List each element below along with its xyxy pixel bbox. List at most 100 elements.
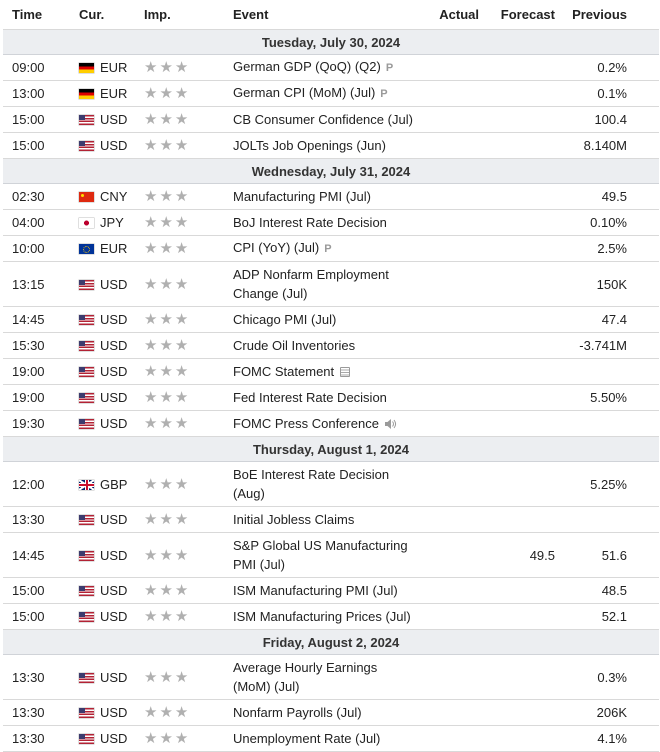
event-row[interactable]: 09:00 EUR ★ ★ ★ German GDP (QoQ) (Q2) P 0.2% bbox=[3, 54, 659, 81]
event-name-cell[interactable]: BoJ Interest Rate Decision bbox=[233, 209, 413, 236]
importance-stars: ★ ★ ★ bbox=[144, 583, 188, 598]
event-row[interactable]: 04:00 JPY ★ ★ ★ BoJ Interest Rate Decision 0.1… bbox=[3, 209, 659, 236]
event-name-cell[interactable]: JOLTs Job Openings (Jun) bbox=[233, 132, 413, 159]
event-name-cell[interactable]: Fed Interest Rate Decision bbox=[233, 384, 413, 411]
event-name[interactable]: Nonfarm Payrolls (Jul) bbox=[233, 705, 362, 720]
column-header-time[interactable]: Time bbox=[3, 0, 79, 30]
event-name[interactable]: FOMC Press Conference bbox=[233, 416, 379, 431]
star-icon: ★ bbox=[144, 415, 158, 432]
event-name[interactable]: German GDP (QoQ) (Q2) bbox=[233, 59, 381, 74]
event-forecast bbox=[483, 699, 559, 726]
event-name-cell[interactable]: ISM Manufacturing Prices (Jul) bbox=[233, 603, 413, 630]
flag-us-icon bbox=[79, 115, 94, 125]
event-previous: 0.2% bbox=[559, 54, 659, 81]
event-name[interactable]: ISM Manufacturing Prices (Jul) bbox=[233, 609, 411, 624]
importance-stars: ★ ★ ★ bbox=[144, 548, 188, 563]
event-name[interactable]: FOMC Statement bbox=[233, 364, 335, 379]
event-row[interactable]: 13:30 USD ★ ★ ★ Nonfarm Payrolls (Jul) 206K bbox=[3, 699, 659, 726]
event-row[interactable]: 12:00 GBP ★ ★ ★ BoE Interest Rate Decision (A… bbox=[3, 461, 659, 507]
flag-us-icon bbox=[79, 734, 94, 744]
column-header-previous[interactable]: Previous bbox=[559, 0, 659, 30]
event-previous: 52.1 bbox=[559, 603, 659, 630]
event-name[interactable]: German CPI (MoM) (Jul) bbox=[233, 85, 376, 100]
event-currency: USD bbox=[100, 583, 128, 598]
event-name-cell[interactable]: FOMC Statement bbox=[233, 358, 413, 385]
event-name-cell[interactable]: S&P Global US Manufacturing PMI (Jul) bbox=[233, 532, 413, 578]
event-name-cell[interactable]: Initial Jobless Claims bbox=[233, 506, 413, 533]
event-row[interactable]: 13:30 USD ★ ★ ★ Unemployment Rate (Jul) 4.1% bbox=[3, 725, 659, 752]
event-name[interactable]: JOLTs Job Openings (Jun) bbox=[233, 138, 386, 153]
event-name-cell[interactable]: Crude Oil Inventories bbox=[233, 332, 413, 359]
event-name-cell[interactable]: German CPI (MoM) (Jul) P bbox=[233, 80, 413, 107]
flag-us-icon bbox=[79, 672, 94, 683]
event-name[interactable]: Fed Interest Rate Decision bbox=[233, 390, 387, 405]
star-icon: ★ bbox=[159, 363, 173, 380]
event-name-cell[interactable]: CPI (YoY) (Jul) P bbox=[233, 235, 413, 262]
column-header-importance[interactable]: Imp. bbox=[144, 0, 233, 30]
event-name[interactable]: CPI (YoY) (Jul) bbox=[233, 240, 320, 255]
event-currency: JPY bbox=[100, 215, 124, 230]
event-name-cell[interactable]: ISM Manufacturing PMI (Jul) bbox=[233, 577, 413, 604]
column-header-event[interactable]: Event bbox=[233, 0, 413, 30]
event-name-cell[interactable]: Nonfarm Payrolls (Jul) bbox=[233, 699, 413, 726]
event-name-cell[interactable]: German GDP (QoQ) (Q2) P bbox=[233, 54, 413, 81]
flag-us-icon bbox=[79, 586, 94, 596]
event-name[interactable]: ISM Manufacturing PMI (Jul) bbox=[233, 583, 398, 598]
column-header-forecast[interactable]: Forecast bbox=[483, 0, 559, 30]
star-icon: ★ bbox=[174, 85, 189, 102]
event-row[interactable]: 19:30 USD ★ ★ ★ FOMC Press Conference bbox=[3, 410, 659, 437]
event-currency-cell: USD bbox=[79, 577, 144, 604]
event-name[interactable]: S&P Global US Manufacturing PMI (Jul) bbox=[233, 538, 408, 572]
event-row[interactable]: 13:30 USD ★ ★ ★ Average Hourly Earnings (MoM)… bbox=[3, 654, 659, 700]
event-actual bbox=[413, 106, 483, 133]
event-row[interactable]: 19:00 USD ★ ★ ★ Fed Interest Rate Decision 5.5… bbox=[3, 384, 659, 411]
event-name-cell[interactable]: Unemployment Rate (Jul) bbox=[233, 725, 413, 752]
column-header-currency[interactable]: Cur. bbox=[79, 0, 144, 30]
event-actual bbox=[413, 654, 483, 700]
event-actual bbox=[413, 725, 483, 752]
event-importance: ★ ★ ★ bbox=[144, 261, 233, 307]
event-currency: EUR bbox=[100, 86, 128, 101]
event-row[interactable]: 15:00 USD ★ ★ ★ ISM Manufacturing PMI (Jul) 48… bbox=[3, 577, 659, 604]
event-previous: 51.6 bbox=[559, 532, 659, 578]
event-previous bbox=[559, 506, 659, 533]
event-importance: ★ ★ ★ bbox=[144, 603, 233, 630]
event-row[interactable]: 15:00 USD ★ ★ ★ CB Consumer Confidence (Jul) 1… bbox=[3, 106, 659, 133]
event-row[interactable]: 15:00 USD ★ ★ ★ ISM Manufacturing Prices (Jul… bbox=[3, 603, 659, 630]
event-name[interactable]: Crude Oil Inventories bbox=[233, 338, 356, 353]
star-icon: ★ bbox=[174, 188, 189, 205]
event-importance: ★ ★ ★ bbox=[144, 358, 233, 385]
event-name-cell[interactable]: FOMC Press Conference bbox=[233, 410, 413, 437]
event-name[interactable]: CB Consumer Confidence (Jul) bbox=[233, 112, 413, 127]
event-name-cell[interactable]: BoE Interest Rate Decision (Aug) bbox=[233, 461, 413, 507]
event-row[interactable]: 13:15 USD ★ ★ ★ ADP Nonfarm Employment Change… bbox=[3, 261, 659, 307]
event-name[interactable]: ADP Nonfarm Employment Change (Jul) bbox=[233, 267, 389, 301]
event-row[interactable]: 13:00 EUR ★ ★ ★ German CPI (MoM) (Jul) P 0.1% bbox=[3, 80, 659, 107]
event-currency-cell: USD bbox=[79, 106, 144, 133]
event-name[interactable]: Unemployment Rate (Jul) bbox=[233, 731, 381, 746]
event-row[interactable]: 14:45 USD ★ ★ ★ S&P Global US Manufacturing P… bbox=[3, 532, 659, 578]
event-name[interactable]: Average Hourly Earnings (MoM) (Jul) bbox=[233, 660, 378, 694]
event-name-cell[interactable]: Manufacturing PMI (Jul) bbox=[233, 183, 413, 210]
importance-stars: ★ ★ ★ bbox=[144, 86, 188, 101]
event-row[interactable]: 19:00 USD ★ ★ ★ FOMC Statement bbox=[3, 358, 659, 385]
event-currency: USD bbox=[100, 416, 128, 431]
event-name-cell[interactable]: CB Consumer Confidence (Jul) bbox=[233, 106, 413, 133]
event-name[interactable]: Chicago PMI (Jul) bbox=[233, 312, 337, 327]
event-name-cell[interactable]: ADP Nonfarm Employment Change (Jul) bbox=[233, 261, 413, 307]
event-row[interactable]: 13:30 USD ★ ★ ★ Initial Jobless Claims bbox=[3, 506, 659, 533]
column-header-actual[interactable]: Actual bbox=[413, 0, 483, 30]
event-name-cell[interactable]: Average Hourly Earnings (MoM) (Jul) bbox=[233, 654, 413, 700]
event-name[interactable]: Initial Jobless Claims bbox=[233, 512, 355, 527]
event-name[interactable]: BoE Interest Rate Decision (Aug) bbox=[233, 467, 390, 501]
star-icon: ★ bbox=[174, 730, 189, 747]
event-row[interactable]: 10:00 EUR ★ ★ ★ CPI (YoY) (Jul) P 2.5% bbox=[3, 235, 659, 262]
event-row[interactable]: 15:00 USD ★ ★ ★ JOLTs Job Openings (Jun) 8.140… bbox=[3, 132, 659, 159]
event-forecast bbox=[483, 410, 559, 437]
event-row[interactable]: 15:30 USD ★ ★ ★ Crude Oil Inventories -3.741M bbox=[3, 332, 659, 359]
event-name[interactable]: BoJ Interest Rate Decision bbox=[233, 215, 387, 230]
event-row[interactable]: 14:45 USD ★ ★ ★ Chicago PMI (Jul) 47.4 bbox=[3, 306, 659, 333]
event-name-cell[interactable]: Chicago PMI (Jul) bbox=[233, 306, 413, 333]
event-row[interactable]: 02:30 CNY ★ ★ ★ Manufacturing PMI (Jul) 49.5 bbox=[3, 183, 659, 210]
event-name[interactable]: Manufacturing PMI (Jul) bbox=[233, 189, 371, 204]
